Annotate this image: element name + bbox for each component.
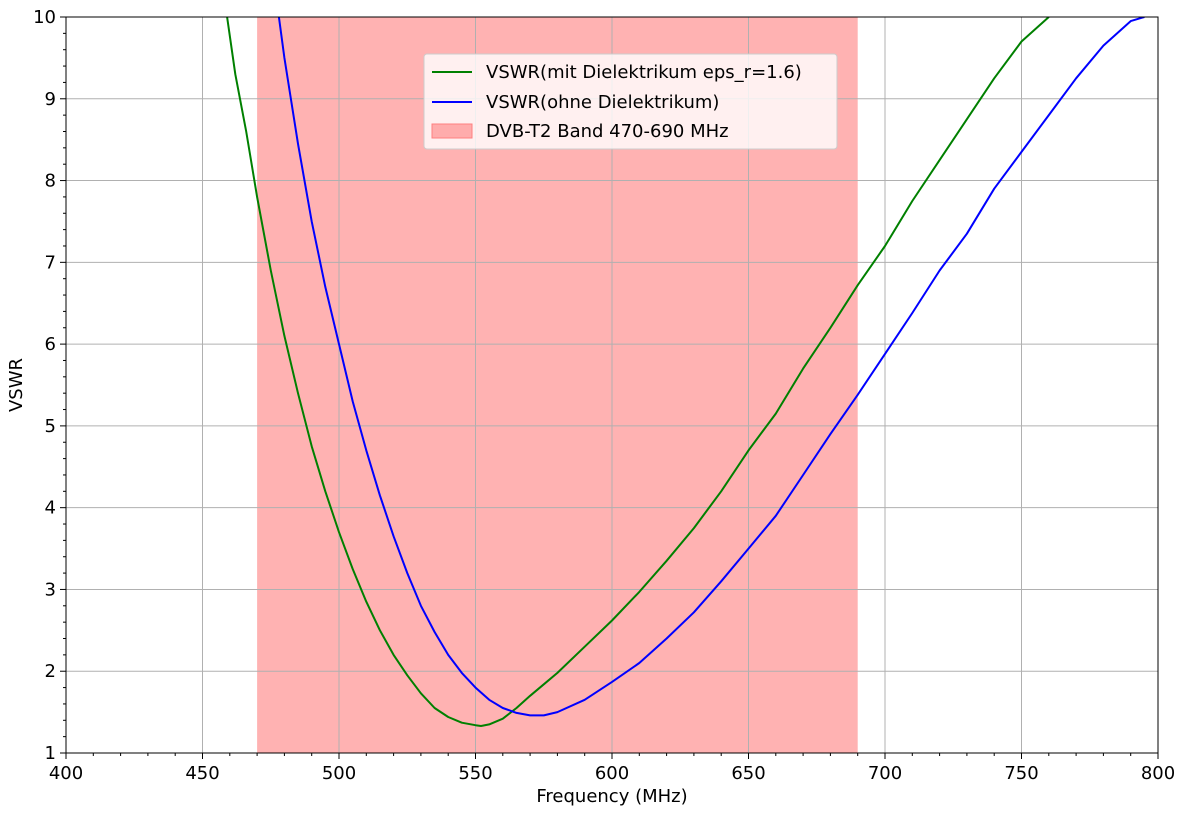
y-tick-label: 3: [45, 579, 56, 600]
y-axis-label: VSWR: [6, 358, 27, 412]
y-tick-label: 8: [45, 171, 56, 192]
legend-swatch-band: [431, 123, 473, 139]
y-tick-label: 1: [45, 743, 56, 764]
x-axis-label: Frequency (MHz): [536, 786, 687, 807]
x-tick-label: 700: [868, 763, 902, 784]
y-tick-label: 6: [45, 334, 56, 355]
legend-label-band: DVB-T2 Band 470-690 MHz: [486, 121, 729, 142]
y-tick-label: 5: [45, 416, 56, 437]
legend-label-mit-dielektrikum: VSWR(mit Dielektrikum eps_r=1.6): [486, 62, 802, 83]
legend: VSWR(mit Dielektrikum eps_r=1.6) VSWR(oh…: [423, 53, 838, 150]
x-tick-label: 400: [49, 763, 83, 784]
x-tick-label: 450: [185, 763, 219, 784]
tick-layer: 400 450 500 550 600 650 700 750 800 1 2 3 4 5 6 7 8 9 10: [33, 7, 1175, 784]
x-tick-label: 650: [731, 763, 765, 784]
y-tick-label: 4: [45, 498, 56, 519]
x-tick-label: 550: [458, 763, 492, 784]
legend-label-ohne-dielektrikum: VSWR(ohne Dielektrikum): [486, 92, 719, 113]
y-tick-label: 10: [33, 7, 56, 28]
x-tick-label: 750: [1004, 763, 1038, 784]
series-line-mit-dielektrikum: [226, 17, 1050, 727]
y-tick-label: 7: [45, 252, 56, 273]
y-tick-label: 9: [45, 89, 56, 110]
y-tick-label: 2: [45, 661, 56, 682]
x-tick-label: 600: [595, 763, 629, 784]
legend-box: [423, 53, 838, 150]
series-line-ohne-dielektrikum: [277, 17, 1145, 717]
series-layer: [226, 17, 1145, 727]
x-tick-label: 800: [1141, 763, 1175, 784]
x-tick-label: 500: [322, 763, 356, 784]
